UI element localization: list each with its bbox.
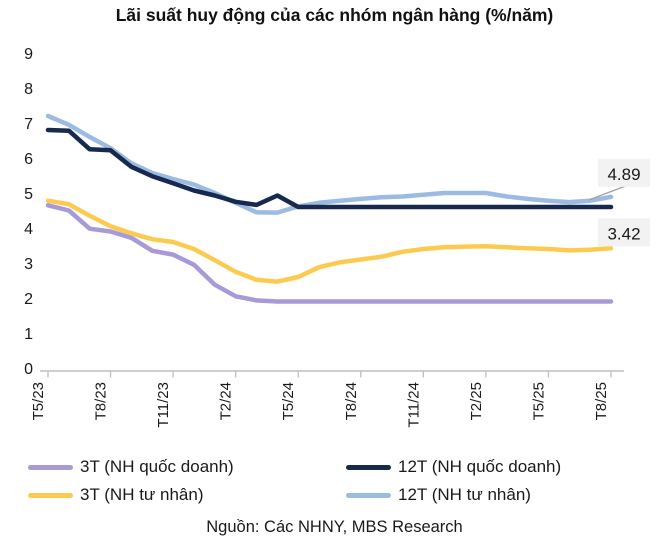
- legend-swatch-navy-icon: [346, 464, 391, 470]
- legend-item-12t-quoc-doanh: 12T (NH quốc doanh): [346, 454, 648, 480]
- x-tick-label: T5/23: [30, 382, 47, 420]
- legend-label: 3T (NH tư nhân): [80, 485, 204, 504]
- y-tick-label: 4: [24, 221, 33, 238]
- annotation-value: 3.42: [607, 224, 640, 243]
- legend-item-3t-tu-nhan: 3T (NH tư nhân): [28, 482, 346, 508]
- y-tick-label: 9: [24, 46, 33, 63]
- series-line-3: [45, 198, 614, 284]
- legend-item-3t-quoc-doanh: 3T (NH quốc doanh): [28, 454, 346, 480]
- annotation-4.89: 4.89: [588, 158, 650, 201]
- x-tick-label: T2/25: [468, 382, 485, 420]
- legend-swatch-lightblue-icon: [346, 492, 391, 498]
- x-tick-label: T2/24: [218, 382, 235, 420]
- x-tick-label: T5/25: [530, 382, 547, 420]
- series-line-4: [45, 113, 614, 215]
- series-line-1: [45, 203, 614, 304]
- x-tick-label: T11/23: [155, 382, 172, 428]
- annotation-leader-line: [588, 185, 627, 201]
- y-tick-label: 5: [24, 186, 33, 203]
- chart-legend: 3T (NH quốc doanh) 12T (NH quốc doanh) 3…: [28, 454, 648, 508]
- x-tick-label: T8/24: [343, 382, 360, 420]
- x-tick-label: T11/24: [405, 382, 422, 428]
- legend-label: 12T (NH quốc doanh): [398, 457, 562, 476]
- x-axis: T5/23 T8/23 T11/23 T2/24 T5/24 T8/24 T11/24 T2/…: [30, 370, 624, 428]
- x-tick-label: T5/24: [280, 382, 297, 420]
- y-tick-label: 1: [24, 326, 33, 343]
- y-axis-labels: 0 1 2 3 4 5 6 7 8 9: [24, 46, 33, 378]
- x-tick-label: T8/25: [593, 382, 610, 420]
- y-tick-label: 6: [24, 151, 33, 168]
- annotation-3.42: 3.42: [598, 218, 650, 247]
- line-chart-canvas: 0 1 2 3 4 5 6 7 8 9 T5/23 T8/23 T11/23 T2/24 T5/24 T8/2…: [24, 46, 650, 428]
- y-tick-label: 2: [24, 291, 33, 308]
- y-tick-label: 0: [24, 361, 33, 378]
- legend-swatch-yellow-icon: [28, 492, 73, 498]
- annotation-box: [598, 158, 650, 187]
- source-caption: Nguồn: Các NHNY, MBS Research: [206, 518, 463, 536]
- x-tick-label: T8/23: [93, 382, 110, 420]
- legend-item-12t-tu-nhan: 12T (NH tư nhân): [346, 482, 648, 508]
- y-tick-label: 3: [24, 256, 33, 273]
- legend-label: 3T (NH quốc doanh): [80, 457, 234, 476]
- series-line-2: [45, 127, 614, 210]
- y-tick-label: 8: [24, 81, 33, 98]
- y-tick-label: 7: [24, 116, 33, 133]
- legend-label: 12T (NH tư nhân): [398, 485, 531, 504]
- annotation-box: [598, 218, 650, 247]
- annotation-value: 4.89: [607, 165, 640, 184]
- legend-swatch-purple-icon: [28, 464, 73, 470]
- chart-title: Lãi suất huy động của các nhóm ngân hàng…: [115, 5, 554, 25]
